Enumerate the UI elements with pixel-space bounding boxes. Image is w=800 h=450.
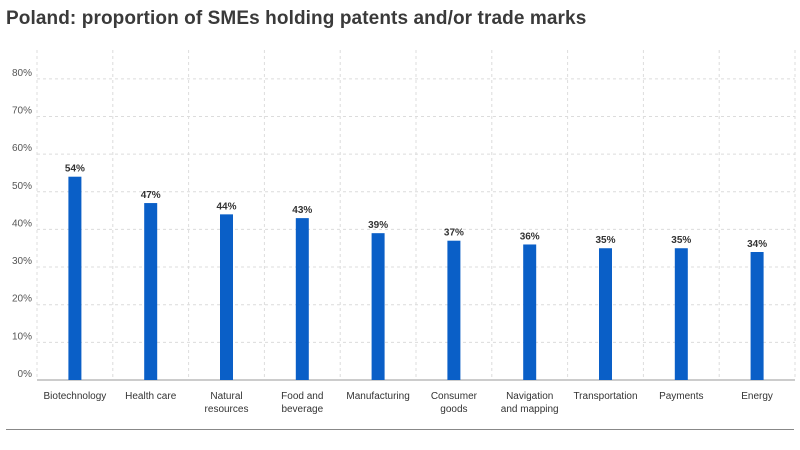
x-tick-label: Consumer <box>431 391 478 402</box>
y-tick-label: 10% <box>12 331 32 342</box>
bar <box>68 176 82 380</box>
y-tick-label: 0% <box>18 369 33 380</box>
y-tick-label: 20% <box>12 294 32 305</box>
data-label: 47% <box>141 190 161 201</box>
chart-title: Poland: proportion of SMEs holding paten… <box>6 8 587 29</box>
y-tick-label: 70% <box>12 105 32 116</box>
bar <box>295 218 309 380</box>
bar <box>599 248 612 380</box>
bar <box>144 203 158 380</box>
x-tick-label: Biotechnology <box>43 391 106 402</box>
x-tick-label: Energy <box>741 391 773 402</box>
data-label: 34% <box>747 239 767 250</box>
y-tick-label: 50% <box>12 181 32 192</box>
bar <box>371 233 385 380</box>
x-tick-label: Food and <box>281 391 323 402</box>
x-tick-label: resources <box>205 404 249 415</box>
x-tick-label: Transportation <box>573 391 637 402</box>
data-label: 35% <box>595 235 615 246</box>
x-tick-label: Navigation <box>506 391 553 402</box>
data-label: 54% <box>65 164 85 175</box>
data-label: 35% <box>671 235 691 246</box>
bar <box>220 214 233 380</box>
x-tick-label: Natural <box>210 391 242 402</box>
y-tick-label: 30% <box>12 256 32 267</box>
bar <box>674 248 688 380</box>
bar <box>523 244 537 380</box>
bar <box>447 240 461 380</box>
x-tick-label: beverage <box>281 404 323 415</box>
data-label: 36% <box>520 231 540 242</box>
x-tick-label: Manufacturing <box>346 391 409 402</box>
y-tick-label: 60% <box>12 143 32 154</box>
bottom-divider <box>6 429 794 430</box>
data-label: 37% <box>444 228 464 239</box>
data-label: 44% <box>216 201 236 212</box>
y-tick-label: 80% <box>12 68 32 79</box>
bar <box>750 252 764 380</box>
data-label: 43% <box>292 205 312 216</box>
x-tick-label: Health care <box>125 391 177 402</box>
y-tick-label: 40% <box>12 218 32 229</box>
x-tick-label: Payments <box>659 391 703 402</box>
x-tick-label: goods <box>440 404 467 415</box>
data-label: 39% <box>368 220 388 231</box>
x-tick-label: and mapping <box>501 404 559 415</box>
